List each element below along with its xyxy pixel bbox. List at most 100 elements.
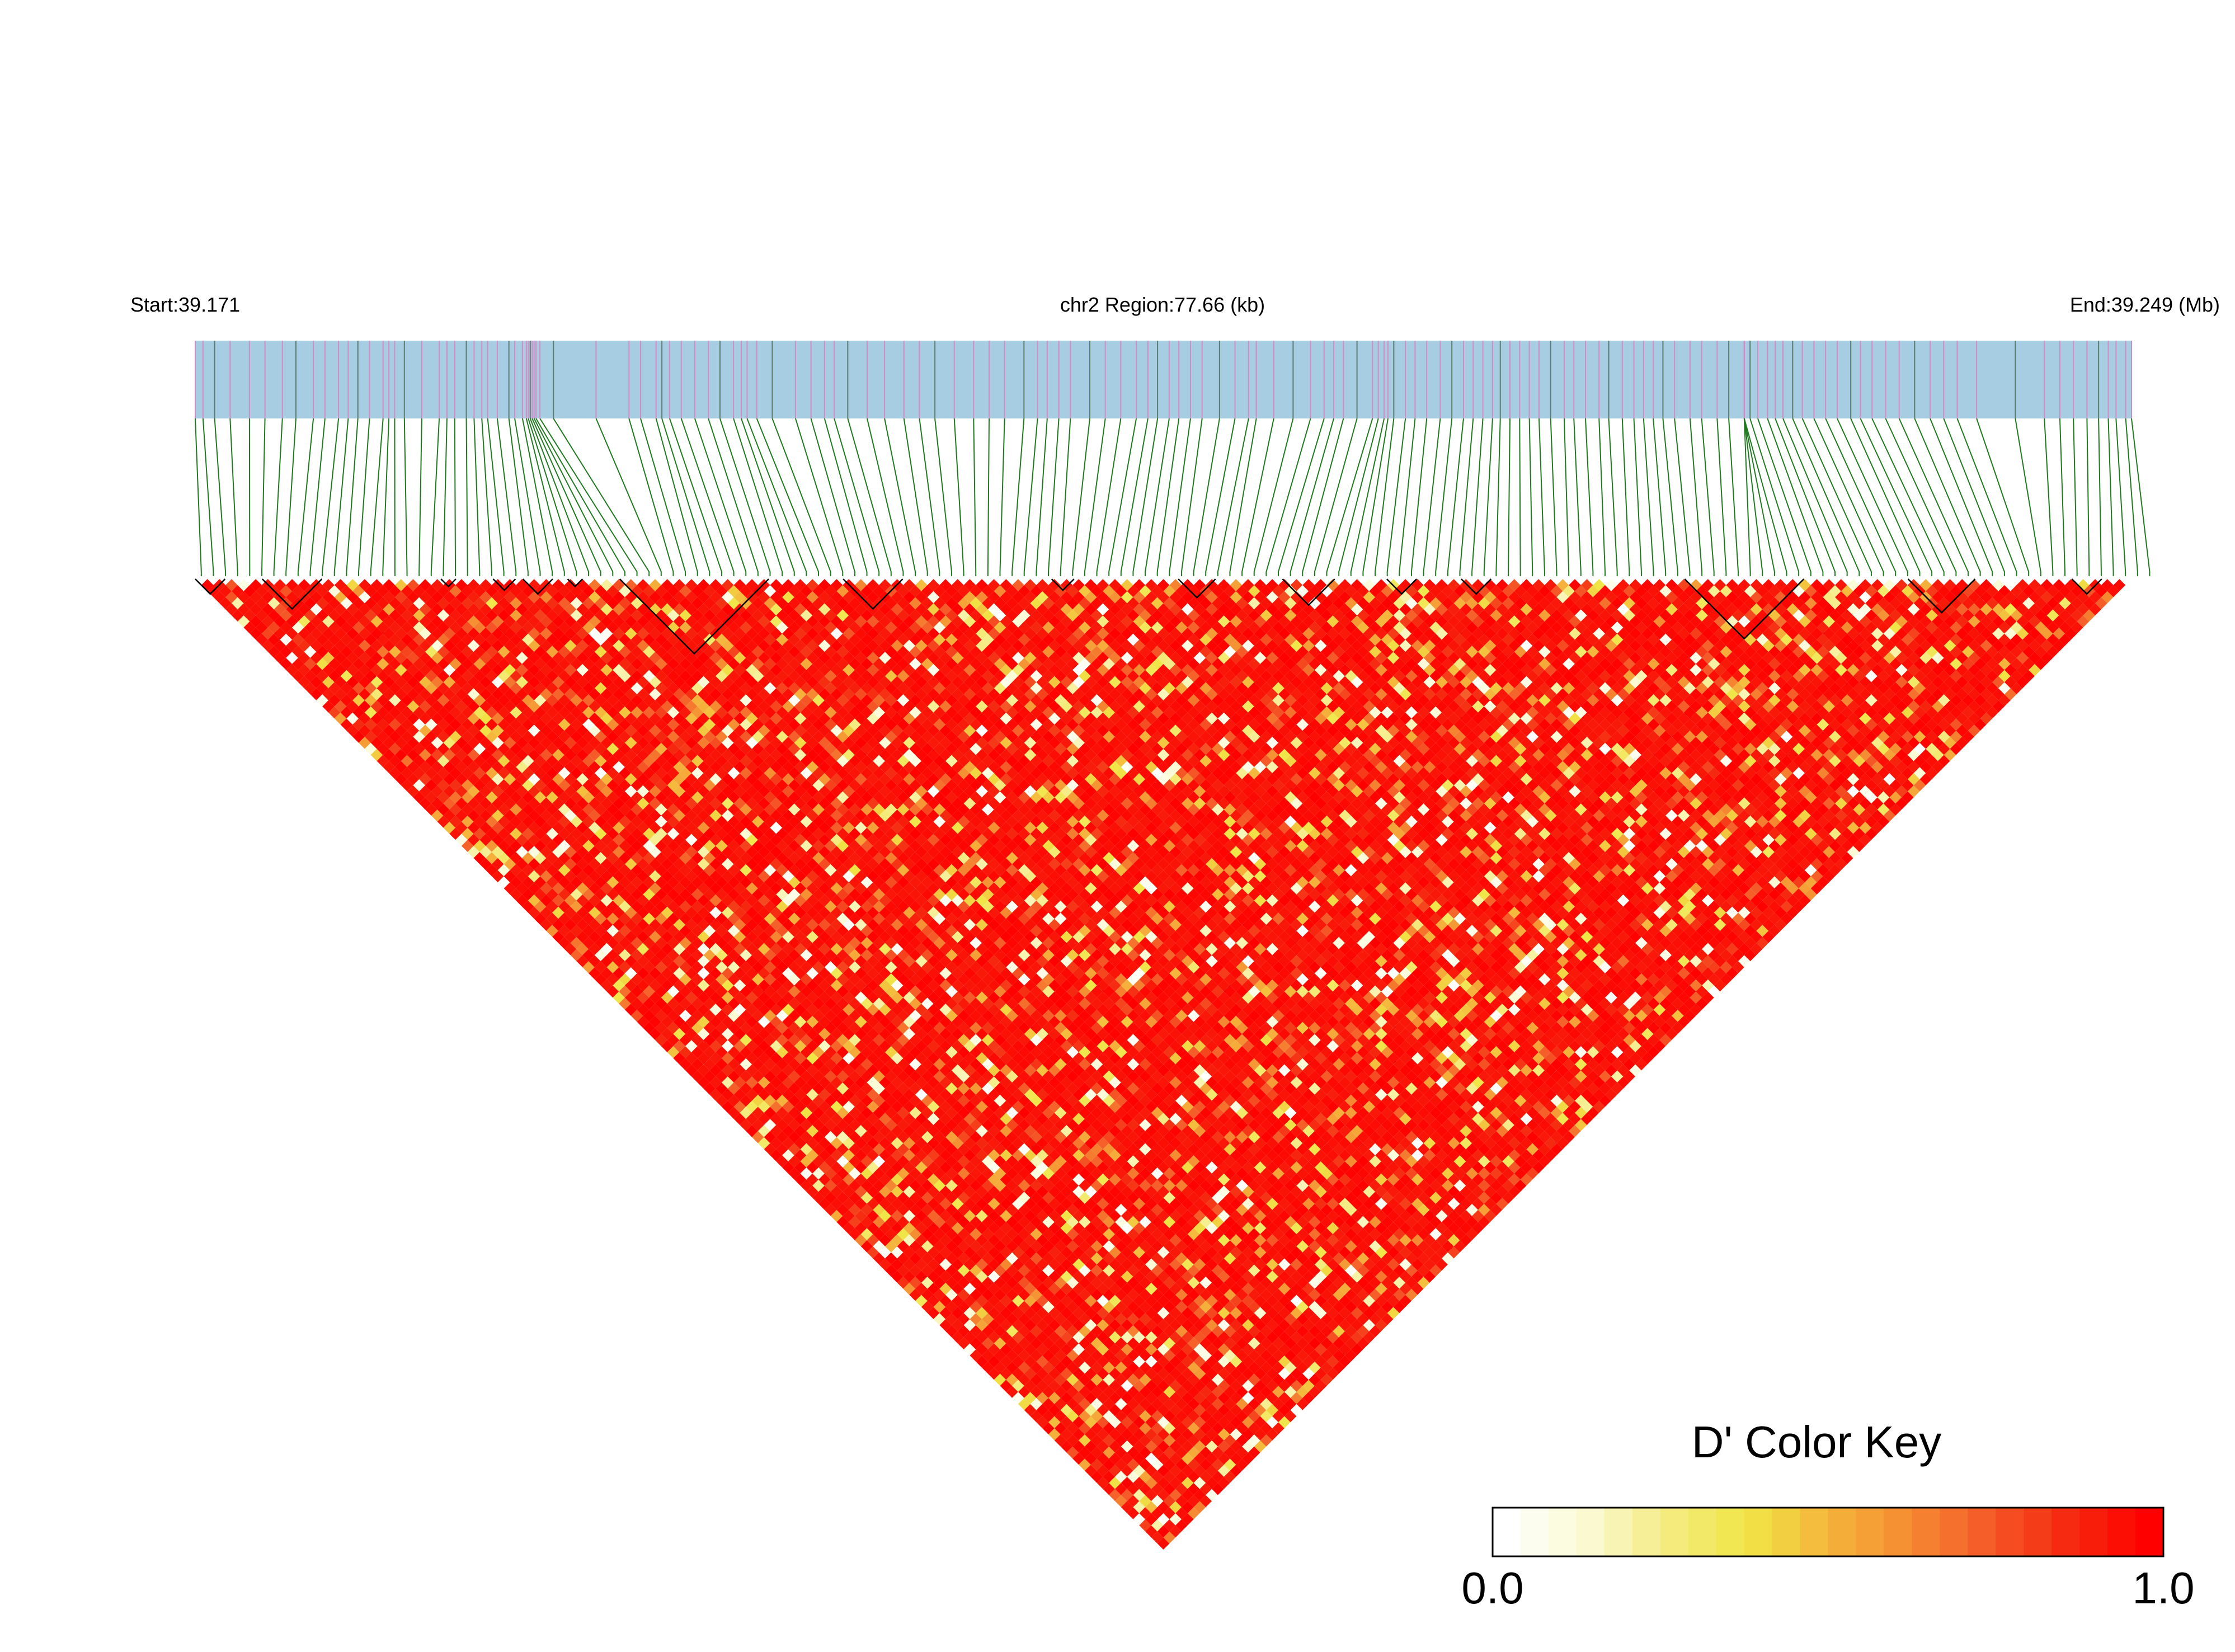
ld-cell <box>1114 1471 1127 1483</box>
ld-cell <box>951 1331 964 1344</box>
snp-connector <box>847 418 892 576</box>
snp-connector <box>1290 418 1335 576</box>
ld-cell <box>570 949 583 962</box>
ld-cell <box>449 791 462 804</box>
ld-cell <box>873 1240 885 1253</box>
ld-cell <box>1145 1513 1158 1526</box>
ld-cell <box>479 834 492 846</box>
ld-cell <box>782 1161 794 1174</box>
snp-connector <box>528 418 577 576</box>
ld-cell <box>528 858 540 870</box>
ld-cell <box>298 652 310 664</box>
snp-connector <box>919 418 940 576</box>
ld-cell <box>280 633 293 646</box>
ld-cell <box>691 1034 704 1046</box>
ld-cell <box>540 894 553 907</box>
ld-cell <box>455 785 468 798</box>
snp-connector <box>834 418 880 576</box>
ld-cell <box>394 736 407 749</box>
ld-cell <box>812 1167 825 1180</box>
ld-cell <box>1163 1495 1176 1508</box>
ld-cell <box>370 712 383 725</box>
ld-cell <box>461 791 474 804</box>
ld-cell <box>812 1143 825 1156</box>
ld-cell <box>1024 1404 1037 1416</box>
ld-cell <box>280 657 293 670</box>
ld-cell <box>860 1240 873 1253</box>
snp-connector <box>2073 418 2078 576</box>
ld-cell <box>280 621 293 634</box>
ld-cell <box>1084 1428 1097 1441</box>
snp-connector <box>708 418 759 576</box>
ld-cell <box>425 779 437 792</box>
ld-cell <box>225 579 238 591</box>
ld-cell <box>1163 1531 1176 1544</box>
ld-cell <box>497 840 510 852</box>
snp-connector <box>1386 418 1406 576</box>
ld-cell <box>921 1288 934 1301</box>
ld-cell <box>467 821 480 834</box>
ld-cell <box>437 779 450 792</box>
ld-cell <box>510 864 523 877</box>
ld-cell <box>1072 1428 1085 1441</box>
ld-cell <box>740 1119 752 1131</box>
ld-cell <box>425 767 437 779</box>
ld-cell <box>679 1046 691 1058</box>
ld-cell <box>1072 1404 1085 1416</box>
ld-cell <box>1163 1519 1176 1532</box>
ld-cell <box>1012 1392 1024 1404</box>
snp-connector <box>746 418 807 576</box>
snp-connector <box>443 418 448 576</box>
ld-cell <box>619 973 631 986</box>
ld-cell <box>389 767 401 779</box>
snp-connector <box>1435 418 1453 576</box>
ld-cell <box>479 821 492 834</box>
ld-cell <box>491 834 504 846</box>
ld-cell <box>491 870 504 883</box>
ld-cell <box>921 1301 934 1314</box>
ld-cell <box>510 840 523 852</box>
snp-connector <box>953 418 964 576</box>
ld-cell <box>1114 1482 1127 1495</box>
ld-cell <box>419 797 431 810</box>
ld-cell <box>709 1040 722 1052</box>
ld-cell <box>782 1113 794 1125</box>
ld-cell <box>394 749 407 761</box>
ld-cell <box>528 882 540 895</box>
snp-connector <box>1689 418 1703 576</box>
ld-cell <box>225 603 238 616</box>
ld-cell <box>540 870 553 883</box>
ld-cell <box>1157 1489 1170 1502</box>
ld-cell <box>497 851 510 864</box>
ld-cell <box>558 900 571 913</box>
ld-cell <box>364 718 377 731</box>
ld-cell <box>619 997 631 1010</box>
snp-connector <box>297 418 314 576</box>
snp-connector <box>1096 418 1122 576</box>
ld-cell <box>425 755 437 768</box>
ld-cell <box>994 1349 1006 1362</box>
snp-connector <box>529 418 590 576</box>
ld-cell <box>1145 1476 1158 1489</box>
snp-connector <box>1507 418 1511 576</box>
snp-connector <box>322 418 340 576</box>
snp-connector <box>1447 418 1464 576</box>
ld-cell <box>891 1270 904 1283</box>
snp-connector <box>1860 418 1933 576</box>
ld-cell <box>304 646 317 658</box>
snp-connector <box>525 418 565 576</box>
ld-cell <box>600 930 613 943</box>
snp-connector <box>1743 418 1751 576</box>
ld-cell <box>1024 1367 1037 1380</box>
ld-cell <box>546 925 558 937</box>
ld-cell <box>377 742 389 755</box>
ld-cell <box>721 1064 734 1077</box>
ld-cell <box>370 736 383 749</box>
ld-cell <box>401 731 413 743</box>
snp-connector <box>1169 418 1191 576</box>
snp-connector <box>595 418 662 576</box>
ld-cell <box>860 1216 873 1229</box>
snp-connector <box>333 418 349 576</box>
ld-cell <box>419 773 431 785</box>
ld-cell <box>461 803 474 816</box>
